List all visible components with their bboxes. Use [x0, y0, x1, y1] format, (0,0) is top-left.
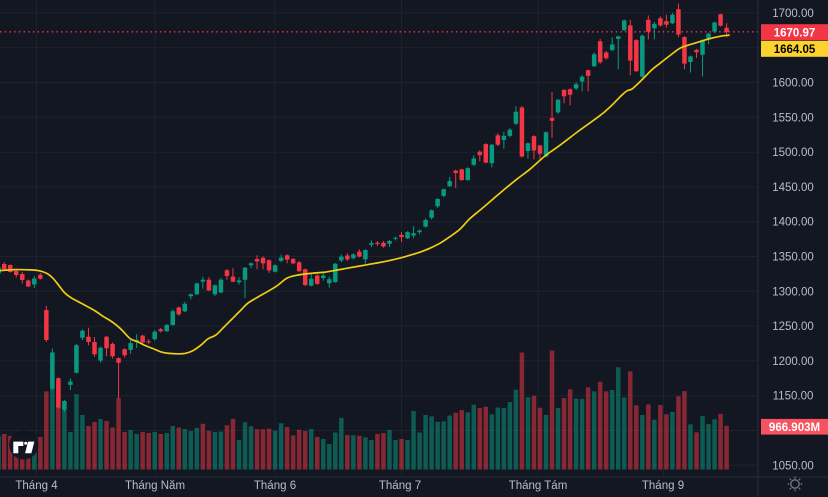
svg-text:1050.00: 1050.00 [772, 460, 814, 472]
svg-text:1500.00: 1500.00 [772, 147, 814, 159]
svg-text:1550.00: 1550.00 [772, 112, 814, 124]
svg-text:1250.00: 1250.00 [772, 321, 814, 333]
svg-text:Tháng 6: Tháng 6 [254, 480, 296, 492]
svg-text:1670.97: 1670.97 [774, 27, 816, 39]
svg-text:1400.00: 1400.00 [772, 217, 814, 229]
svg-text:1150.00: 1150.00 [773, 391, 814, 403]
svg-text:1350.00: 1350.00 [772, 252, 814, 264]
svg-text:Tháng Năm: Tháng Năm [125, 480, 185, 492]
svg-text:1600.00: 1600.00 [772, 78, 814, 90]
svg-text:1664.05: 1664.05 [774, 44, 816, 56]
svg-text:Tháng 7: Tháng 7 [379, 480, 421, 492]
svg-text:966.903M: 966.903M [769, 422, 820, 434]
svg-text:1700.00: 1700.00 [772, 8, 814, 20]
svg-text:1200.00: 1200.00 [772, 356, 814, 368]
svg-text:Tháng 4: Tháng 4 [15, 480, 58, 492]
svg-text:1450.00: 1450.00 [772, 182, 814, 194]
svg-text:Tháng Tám: Tháng Tám [509, 480, 568, 492]
svg-text:Tháng 9: Tháng 9 [642, 480, 684, 492]
svg-text:1300.00: 1300.00 [772, 286, 814, 298]
